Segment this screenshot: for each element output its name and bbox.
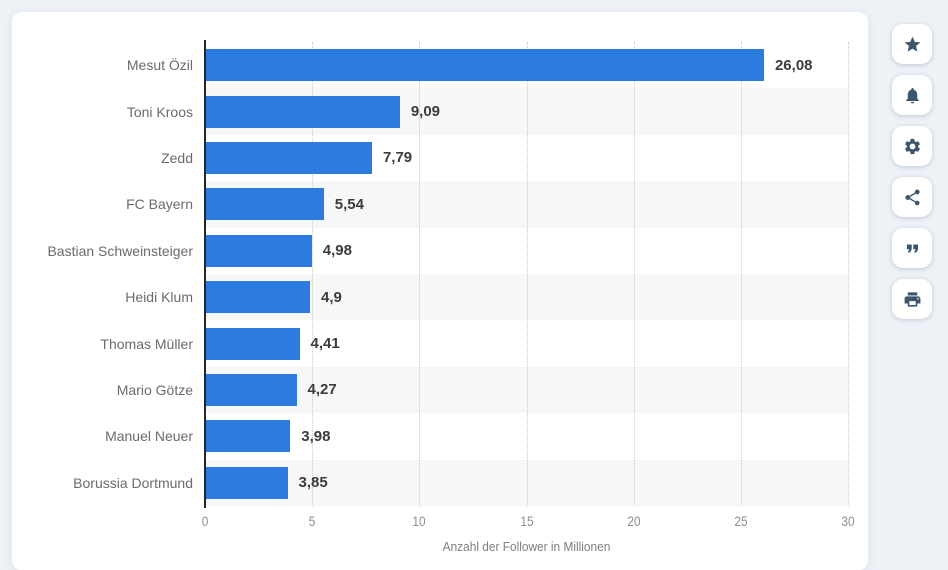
x-tick: 20: [627, 514, 641, 529]
bar-row: 4,98: [205, 228, 848, 274]
bar-row: 3,98: [205, 413, 848, 459]
gridline: [848, 42, 849, 506]
bar[interactable]: [205, 373, 297, 406]
bar[interactable]: [205, 327, 300, 360]
value-label: 4,27: [307, 381, 337, 399]
category-label: Heidi Klum: [125, 289, 193, 306]
x-tick: 15: [519, 514, 534, 529]
plot-area: 26,08 9,09 7,79 5,54 4,98 4,9 4,41 4,27 3,98 3,85: [205, 42, 849, 506]
bar[interactable]: [205, 420, 291, 453]
gridline: [526, 42, 528, 506]
x-tick: 10: [412, 514, 426, 529]
value-label: 3,98: [301, 427, 331, 445]
quote-icon: [906, 244, 918, 252]
category-label: Thomas Müller: [100, 335, 193, 352]
bar[interactable]: [205, 141, 372, 174]
cite-button[interactable]: [892, 228, 932, 268]
gridline: [312, 42, 314, 506]
value-label: 5,54: [334, 195, 364, 213]
value-label: 4,41: [310, 335, 340, 353]
bar[interactable]: [205, 234, 312, 267]
bar[interactable]: [205, 281, 311, 314]
bar[interactable]: [205, 95, 400, 128]
category-labels: Mesut Özil Toni Kroos Zedd FC Bayern Bastian…: [12, 42, 193, 506]
settings-button[interactable]: [892, 126, 932, 166]
bar[interactable]: [205, 49, 764, 82]
value-label: 26,08: [774, 56, 813, 74]
star-icon: [904, 36, 920, 52]
value-label: 7,79: [382, 149, 413, 167]
favorite-button[interactable]: [892, 24, 932, 64]
printer-icon: [904, 291, 920, 307]
gridline: [419, 42, 421, 506]
category-label: Toni Kroos: [126, 103, 193, 120]
x-tick: 25: [734, 514, 748, 529]
share-icon: [904, 189, 920, 205]
gridline: [740, 42, 742, 506]
bar-row: 4,41: [205, 320, 848, 366]
gear-icon: [904, 138, 920, 154]
value-label: 9,09: [410, 103, 441, 121]
bar-row: 9,09: [205, 88, 848, 134]
category-label: FC Bayern: [126, 196, 193, 213]
bar-row: 5,54: [205, 181, 848, 227]
bar-row: 4,9: [205, 274, 848, 320]
bell-icon: [905, 87, 919, 103]
gridline: [633, 42, 635, 506]
bar-row: 26,08: [205, 42, 848, 88]
print-button[interactable]: [892, 279, 932, 319]
share-button[interactable]: [892, 177, 932, 217]
bar-row: 7,79: [205, 135, 848, 181]
category-label: Bastian Schweinsteiger: [47, 242, 193, 259]
value-label: 3,85: [298, 474, 328, 492]
x-axis-label: Anzahl der Follower in Millionen: [442, 540, 611, 554]
category-label: Mario Götze: [116, 381, 193, 398]
bar[interactable]: [205, 466, 288, 499]
value-label: 4,9: [321, 288, 342, 306]
bar-row: 3,85: [205, 460, 848, 506]
bar[interactable]: [205, 188, 324, 221]
value-label: 4,98: [322, 242, 352, 260]
category-label: Zedd: [161, 149, 193, 166]
y-axis-line: [204, 40, 206, 508]
x-tick: 0: [201, 514, 209, 529]
icon-rail: [892, 24, 932, 319]
category-label: Mesut Özil: [126, 57, 193, 74]
chart-card: Mesut Özil Toni Kroos Zedd FC Bayern Bastian…: [12, 12, 868, 570]
category-label: Borussia Dortmund: [73, 474, 193, 491]
notifications-button[interactable]: [892, 75, 932, 115]
category-label: Manuel Neuer: [105, 428, 193, 445]
x-tick: 5: [308, 514, 316, 529]
x-axis-ticks: 0 5 10 15 20 25 30: [201, 514, 855, 532]
bar-row: 4,27: [205, 367, 848, 413]
x-tick: 30: [841, 514, 855, 529]
